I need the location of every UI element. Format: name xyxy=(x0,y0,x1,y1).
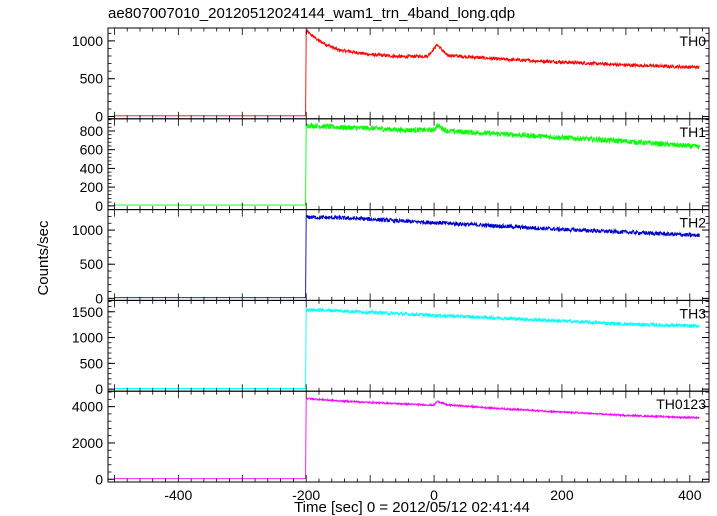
panel-frame xyxy=(107,27,710,120)
panel-frame xyxy=(107,118,710,211)
panel-th0: 0 500 1000 TH0 xyxy=(72,27,710,125)
x-tick-label: 200 xyxy=(550,487,574,503)
series-line-th3 xyxy=(114,307,700,389)
panel-frame xyxy=(107,209,710,301)
y-axis-label: Counts/sec xyxy=(35,220,52,296)
panel-th2: 0 500 1000 TH2 xyxy=(72,209,710,306)
y-tick-label: 1500 xyxy=(72,304,103,320)
panel-label: TH0 xyxy=(680,33,707,49)
x-axis-label: Time [sec] 0 = 2012/05/12 02:41:44 xyxy=(294,499,530,516)
panel-label: TH0123 xyxy=(656,396,706,412)
y-tick-label: 1000 xyxy=(72,33,103,49)
series-line-th2 xyxy=(114,214,700,299)
x-tick-label: 400 xyxy=(678,487,702,503)
panels-group: 0 500 1000 TH0 0 200 400 600 800 TH1 0 500 1000 TH2 0 5… xyxy=(72,27,710,503)
x-tick-label: -200 xyxy=(292,487,320,503)
y-tick-label: 600 xyxy=(80,142,104,158)
y-tick-label: 800 xyxy=(80,123,104,139)
y-tick-label: 1000 xyxy=(72,222,103,238)
x-tick-label: -400 xyxy=(164,487,192,503)
series-line-th0 xyxy=(114,28,700,117)
y-tick-label: 0 xyxy=(95,198,103,214)
series-line-th1 xyxy=(114,122,700,206)
panel-label: TH3 xyxy=(680,305,707,321)
y-tick-label: 500 xyxy=(80,355,104,371)
panel-th0123: 0 2000 4000 TH0123 xyxy=(72,390,710,487)
y-tick-label: 0 xyxy=(95,290,103,306)
panel-th1: 0 200 400 600 800 TH1 xyxy=(80,118,710,214)
y-tick-label: 2000 xyxy=(72,435,103,451)
y-tick-label: 0 xyxy=(95,109,103,125)
panel-label: TH2 xyxy=(680,215,707,231)
x-tick-label: 0 xyxy=(430,487,438,503)
y-tick-label: 0 xyxy=(95,381,103,397)
panel-th3: 0 500 1000 1500 TH3 xyxy=(72,299,710,397)
y-tick-label: 0 xyxy=(95,471,103,487)
panel-label: TH1 xyxy=(680,124,707,140)
y-tick-label: 200 xyxy=(80,179,104,195)
y-tick-label: 500 xyxy=(80,256,104,272)
y-tick-label: 4000 xyxy=(72,399,103,415)
y-tick-label: 400 xyxy=(80,160,104,176)
series-line-th0123 xyxy=(114,396,700,480)
y-tick-label: 1000 xyxy=(72,330,103,346)
chart-title: ae807007010_20120512024144_wam1_trn_4ban… xyxy=(108,5,515,22)
y-tick-label: 500 xyxy=(80,71,104,87)
